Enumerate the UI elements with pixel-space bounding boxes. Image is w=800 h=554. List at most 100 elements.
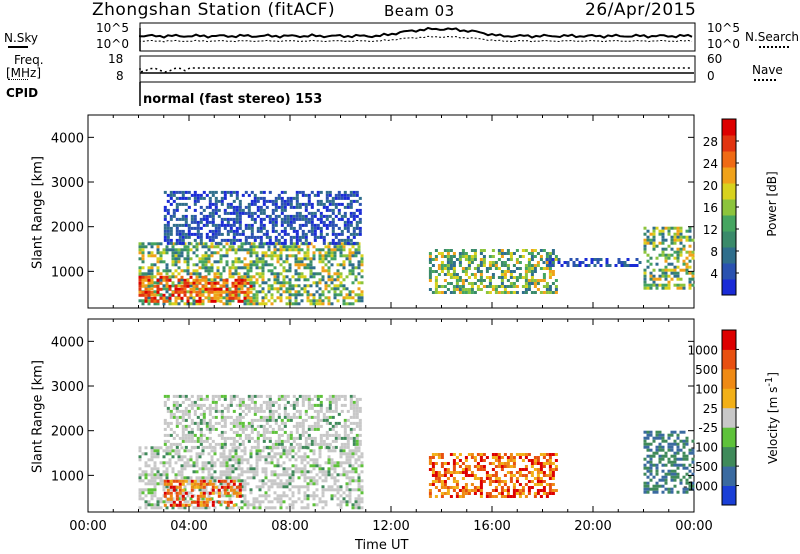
heat-cell [306,284,310,288]
heat-cell [258,257,262,261]
heat-cell [279,503,283,507]
heat-cell [222,461,226,465]
heat-cell [262,208,266,212]
heat-cell [273,272,277,276]
heat-cell [163,442,167,446]
heat-cell [331,409,335,413]
heat-cell [679,235,683,239]
heat-cell [530,471,534,474]
heat-cell [324,500,328,504]
heat-cell [268,400,272,404]
heat-cell [470,471,474,474]
heat-cell [685,262,689,266]
nsearch-tick-low: 10^0 [707,37,740,51]
heat-cell [289,430,293,434]
heat-cell [434,477,438,480]
heat-cell [196,421,200,425]
heat-cell [491,495,495,498]
heat-cell [319,211,323,215]
heat-cell [232,238,236,242]
heat-cell [202,217,206,221]
heat-cell [643,277,647,281]
heat-cell [315,494,319,498]
heat-cell [679,481,683,485]
heat-cell [217,409,221,413]
heat-cell [590,261,594,264]
heat-cell [688,244,692,248]
heat-cell [169,232,173,236]
heat-cell [201,278,205,282]
heat-cell [277,193,281,197]
heat-cell [163,479,167,483]
heat-cell [276,287,280,291]
heat-cell [691,484,695,488]
heat-cell [253,409,257,413]
heat-cell [261,242,265,246]
heat-cell [265,394,269,398]
heat-cell [479,459,483,462]
heat-cell [241,397,245,401]
heat-cell [318,476,322,480]
heat-cell [688,448,692,452]
heat-cell [434,486,438,489]
heat-cell [268,235,272,239]
heat-cell [346,205,350,209]
heat-cell [246,263,250,267]
heat-cell [452,486,456,489]
heat-cell [189,449,193,453]
heat-cell [238,424,242,428]
heat-cell [225,461,229,465]
heat-cell [518,273,522,276]
heat-cell [211,235,215,239]
heat-cell [521,489,525,492]
heat-cell [352,439,356,443]
heat-cell [190,400,194,404]
heat-cell [322,220,326,224]
heat-cell [228,449,232,453]
heat-cell [488,483,492,486]
heat-cell [208,205,212,209]
heat-cell [360,506,364,510]
heat-cell [226,500,230,504]
heat-cell [349,403,353,407]
heat-cell [292,439,296,443]
heat-cell [226,223,230,227]
heat-cell [318,299,322,303]
heat-cell [360,452,364,456]
heat-cell [304,220,308,224]
heat-cell [661,271,665,275]
heat-cell [527,252,531,255]
heat-cell [291,476,295,480]
heat-cell [279,287,283,291]
heat-cell [259,415,263,419]
heat-cell [166,497,170,501]
heat-cell [333,296,337,300]
heat-cell [234,458,238,462]
heat-cell [213,464,217,468]
heat-cell [539,495,543,498]
heat-cell [551,492,555,495]
colorbar-band [722,135,736,152]
heat-cell [163,235,167,239]
heat-cell [682,286,686,290]
heat-cell [171,506,175,510]
heat-cell [304,409,308,413]
heat-cell [306,290,310,294]
heat-cell [175,479,179,483]
heat-cell [306,257,310,261]
heat-cell [494,456,498,459]
heat-cell [670,433,674,437]
heat-cell [500,291,504,294]
heat-cell [250,436,254,440]
heat-cell [682,454,686,458]
heat-cell [187,436,191,440]
heat-cell [186,494,190,498]
heat-cell [294,452,298,456]
heat-cell [328,220,332,224]
heat-cell [189,281,193,285]
heat-cell [473,291,477,294]
heat-cell [691,457,695,461]
heat-cell [177,449,181,453]
heat-cell [241,208,245,212]
heat-cell [476,465,480,468]
